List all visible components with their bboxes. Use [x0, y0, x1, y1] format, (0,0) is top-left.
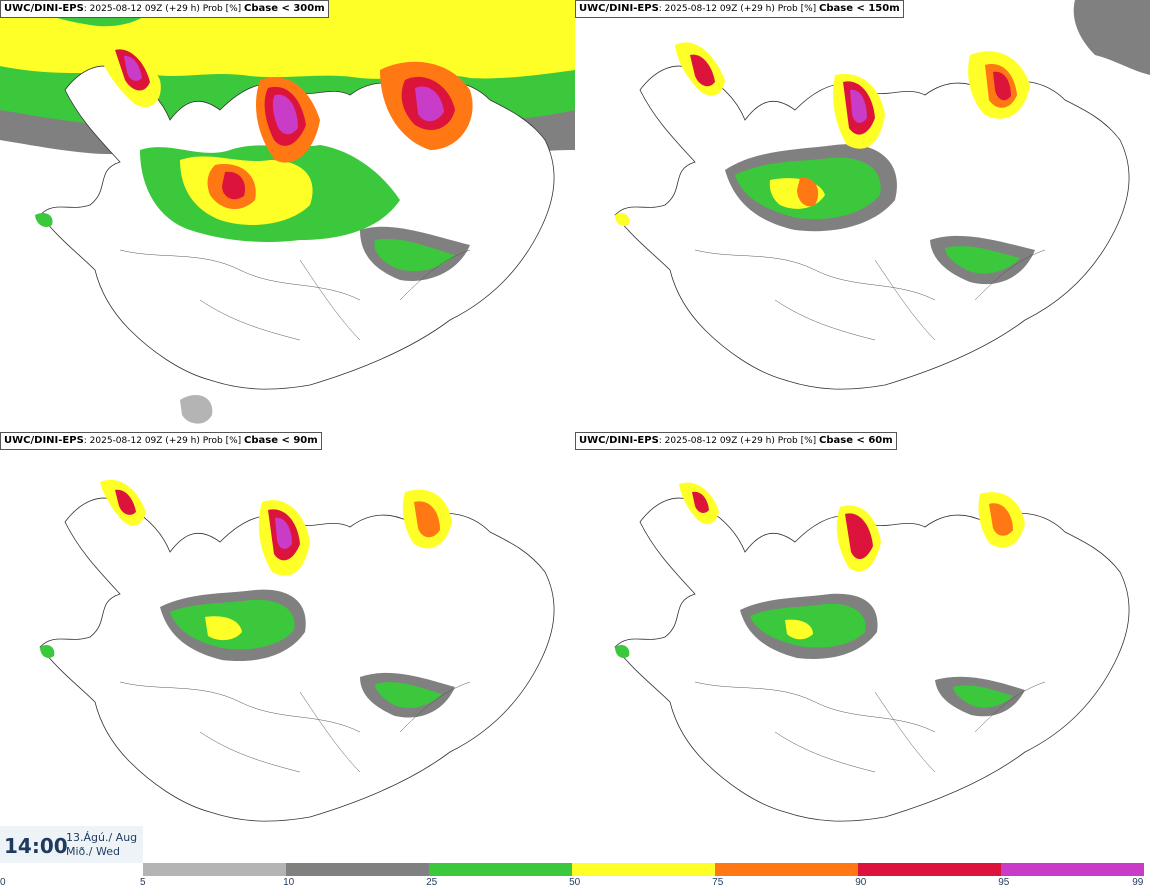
- map-panel-cbase-60m: UWC/DINI-EPS: 2025-08-12 09Z (+29 h) Pro…: [575, 432, 1150, 864]
- panel-title: UWC/DINI-EPS: 2025-08-12 09Z (+29 h) Pro…: [0, 0, 329, 18]
- valid-time-box: 14:00 13.Ágú./ Aug Mið./ Wed: [0, 826, 143, 863]
- colorbar-tick-label: 90: [855, 877, 867, 888]
- run-info: : 2025-08-12 09Z (+29 h) Prob [%]: [658, 4, 820, 14]
- colorbar-segment: [0, 863, 144, 876]
- valid-time: 14:00: [4, 834, 68, 858]
- colorbar-tick-label: 0: [0, 877, 6, 888]
- run-info: : 2025-08-12 09Z (+29 h) Prob [%]: [658, 436, 820, 446]
- colorbar-tick-label: 10: [283, 877, 295, 888]
- threshold-label: Cbase < 60m: [819, 435, 893, 446]
- probability-map-90m: [39, 479, 555, 822]
- colorbar-tick-label: 95: [998, 877, 1010, 888]
- threshold-label: Cbase < 90m: [244, 435, 318, 446]
- colorbar-tick-label: 75: [712, 877, 724, 888]
- colorbar-tick-label: 5: [140, 877, 146, 888]
- map-panel-cbase-150m: UWC/DINI-EPS: 2025-08-12 09Z (+29 h) Pro…: [575, 0, 1150, 432]
- valid-date-line2: Mið./ Wed: [66, 845, 120, 858]
- colorbar-tick-label: 99: [1132, 877, 1144, 888]
- probability-colorbar: 0 5 10 25 50 75 90 95 99: [0, 863, 1150, 891]
- model-name: UWC/DINI-EPS: [579, 435, 659, 446]
- model-name: UWC/DINI-EPS: [4, 3, 84, 14]
- probability-map-150m: [614, 0, 1150, 390]
- model-name: UWC/DINI-EPS: [4, 435, 84, 446]
- run-info: : 2025-08-12 09Z (+29 h) Prob [%]: [83, 436, 245, 446]
- colorbar-segment: [715, 863, 859, 876]
- colorbar-segment: [858, 863, 1002, 876]
- map-panel-cbase-90m: UWC/DINI-EPS: 2025-08-12 09Z (+29 h) Pro…: [0, 432, 575, 864]
- valid-date: 13.Ágú./ Aug Mið./ Wed: [66, 831, 137, 859]
- panel-title: UWC/DINI-EPS: 2025-08-12 09Z (+29 h) Pro…: [575, 0, 904, 18]
- colorbar-segment: [429, 863, 573, 876]
- colorbar-segment: [286, 863, 430, 876]
- colorbar-tick-label: 25: [426, 877, 438, 888]
- run-info: : 2025-08-12 09Z (+29 h) Prob [%]: [83, 4, 245, 14]
- colorbar-tick-label: 50: [569, 877, 581, 888]
- map-panel-cbase-300m: UWC/DINI-EPS: 2025-08-12 09Z (+29 h) Pro…: [0, 0, 575, 432]
- colorbar-segment: [143, 863, 287, 876]
- model-name: UWC/DINI-EPS: [579, 3, 659, 14]
- threshold-label: Cbase < 150m: [819, 3, 900, 14]
- panel-title: UWC/DINI-EPS: 2025-08-12 09Z (+29 h) Pro…: [0, 432, 322, 450]
- threshold-label: Cbase < 300m: [244, 3, 325, 14]
- probability-map-300m: [0, 0, 575, 424]
- colorbar-segment: [1001, 863, 1145, 876]
- probability-map-60m: [614, 482, 1130, 822]
- panel-title: UWC/DINI-EPS: 2025-08-12 09Z (+29 h) Pro…: [575, 432, 897, 450]
- valid-date-line1: 13.Ágú./ Aug: [66, 831, 138, 844]
- colorbar-segment: [572, 863, 716, 876]
